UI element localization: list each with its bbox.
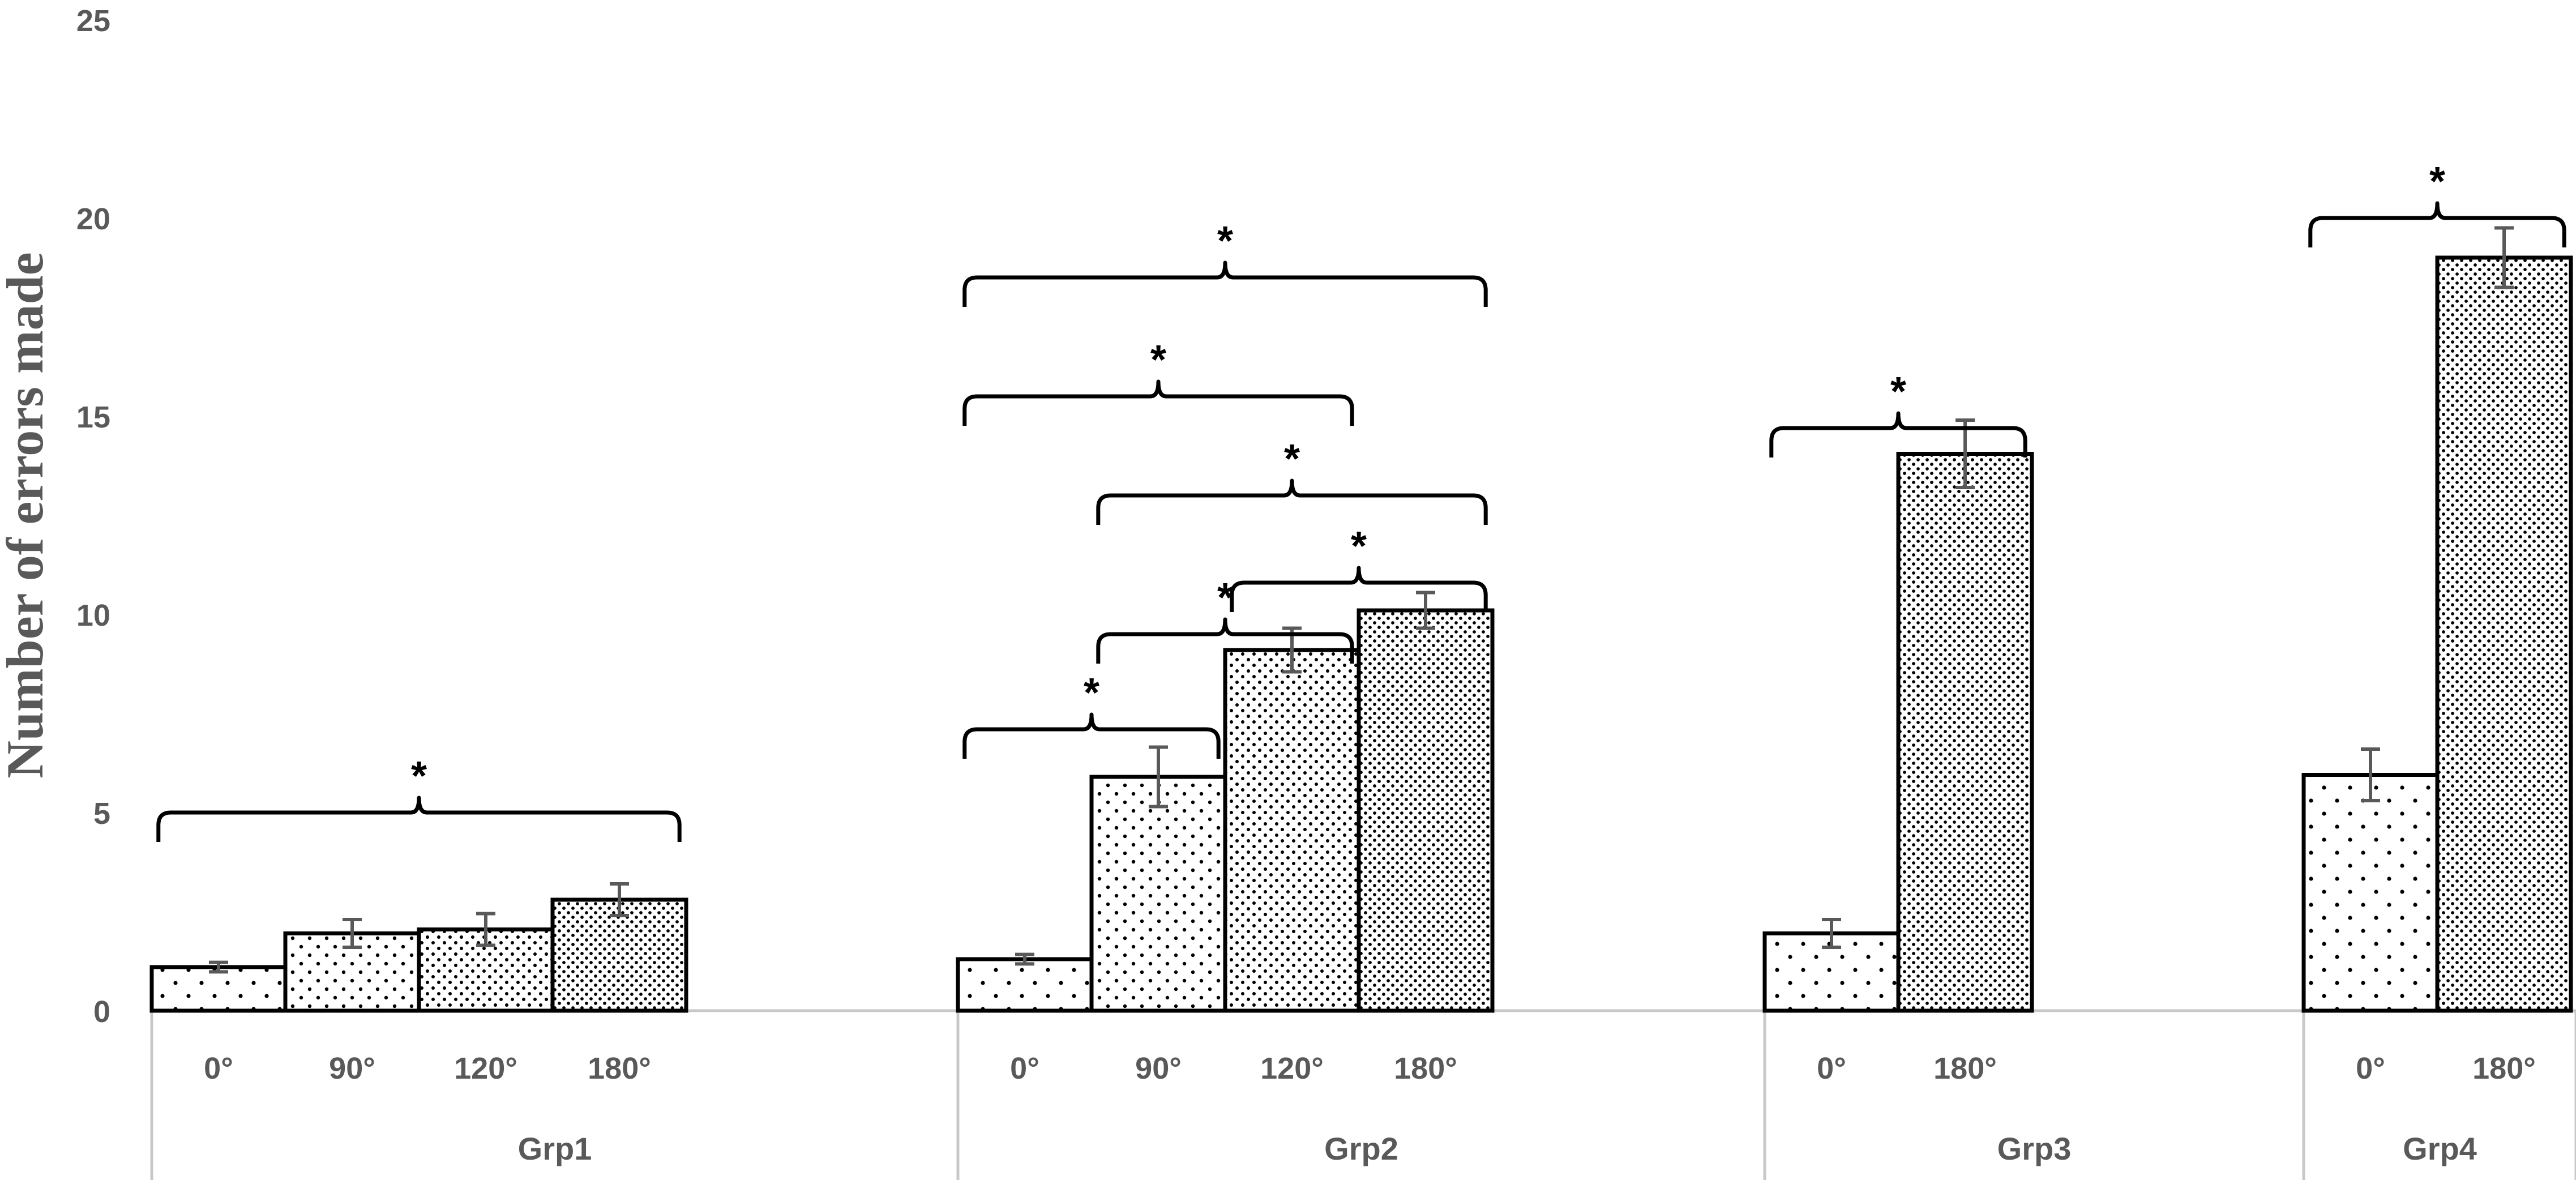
error-bar xyxy=(476,912,495,947)
error-bar xyxy=(1822,918,1841,949)
significance-bracket xyxy=(1230,566,1488,612)
bar xyxy=(1223,648,1361,1013)
significance-bracket xyxy=(1769,411,2027,458)
category-label: 90° xyxy=(329,1051,375,1085)
y-axis-title: Number of errors made xyxy=(0,252,54,778)
significance-marker: * xyxy=(2429,159,2445,204)
bar xyxy=(2435,255,2573,1013)
significance-bracket xyxy=(2308,201,2566,247)
significance-marker: * xyxy=(1084,670,1099,716)
error-bar xyxy=(1149,745,1168,809)
significance-marker: * xyxy=(1284,437,1300,482)
bar xyxy=(1089,775,1227,1013)
group-label: Grp1 xyxy=(518,1131,592,1166)
category-label: 180° xyxy=(588,1051,651,1085)
error-bar xyxy=(1955,418,1975,489)
y-tick-label: 25 xyxy=(76,4,110,38)
group-label: Grp4 xyxy=(2403,1131,2477,1166)
significance-bracket xyxy=(962,260,1488,307)
category-label: 120° xyxy=(1260,1051,1324,1085)
significance-marker: * xyxy=(411,754,427,799)
bar xyxy=(149,965,288,1013)
bar xyxy=(2301,773,2440,1013)
error-bar xyxy=(343,918,362,949)
significance-marker: * xyxy=(1890,369,1906,414)
significance-bracket xyxy=(156,796,682,842)
significance-bracket xyxy=(962,379,1354,426)
category-label: 0° xyxy=(2356,1051,2385,1085)
category-label: 0° xyxy=(1010,1051,1039,1085)
y-tick-label: 10 xyxy=(76,598,110,632)
significance-bracket xyxy=(962,712,1221,759)
category-label: 180° xyxy=(1933,1051,1997,1085)
error-bar xyxy=(1015,952,1034,966)
significance-bracket xyxy=(1096,617,1354,664)
error-bar xyxy=(1416,591,1435,630)
error-bar xyxy=(209,960,228,974)
y-tick-label: 5 xyxy=(93,797,110,831)
category-label: 0° xyxy=(1817,1051,1846,1085)
bar xyxy=(1896,452,2034,1013)
category-label: 120° xyxy=(454,1051,517,1085)
category-label: 0° xyxy=(204,1051,233,1085)
significance-marker: * xyxy=(1150,337,1166,383)
group-label: Grp2 xyxy=(1324,1131,1398,1166)
group-label: Grp3 xyxy=(1997,1131,2072,1166)
category-label: 180° xyxy=(2472,1051,2536,1085)
category-label: 180° xyxy=(1394,1051,1457,1085)
significance-marker: * xyxy=(1351,524,1367,569)
y-tick-label: 20 xyxy=(76,202,110,236)
y-tick-label: 0 xyxy=(93,995,110,1029)
error-bar xyxy=(610,882,629,917)
category-label: 90° xyxy=(1135,1051,1182,1085)
bar xyxy=(1357,608,1495,1013)
significance-marker: * xyxy=(1217,219,1233,264)
error-bar xyxy=(2361,747,2380,802)
bar xyxy=(956,957,1094,1013)
significance-bracket xyxy=(1096,478,1488,525)
error-bar xyxy=(2494,226,2514,289)
y-tick-label: 15 xyxy=(76,400,110,434)
